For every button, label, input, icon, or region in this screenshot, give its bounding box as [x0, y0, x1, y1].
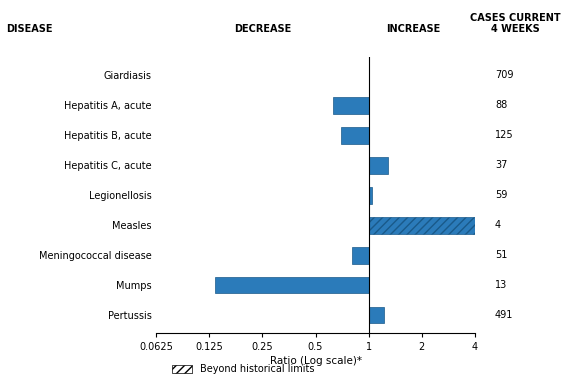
Bar	[369, 187, 372, 204]
Text: CASES CURRENT
4 WEEKS: CASES CURRENT 4 WEEKS	[470, 13, 560, 34]
Text: 37: 37	[495, 160, 507, 170]
Text: 13: 13	[495, 280, 507, 290]
Bar	[369, 217, 475, 234]
Bar	[215, 277, 369, 293]
Legend: Beyond historical limits: Beyond historical limits	[173, 364, 314, 374]
X-axis label: Ratio (Log scale)*: Ratio (Log scale)*	[270, 357, 361, 367]
Text: DECREASE: DECREASE	[234, 25, 291, 34]
Bar	[334, 97, 369, 114]
Bar	[351, 247, 369, 264]
Text: 59: 59	[495, 190, 507, 200]
Bar	[341, 127, 369, 144]
Text: 709: 709	[495, 70, 514, 80]
Text: DISEASE: DISEASE	[6, 25, 52, 34]
Bar	[369, 157, 387, 173]
Text: 4: 4	[495, 220, 501, 230]
Text: 125: 125	[495, 130, 514, 141]
Text: 491: 491	[495, 310, 514, 320]
Text: INCREASE: INCREASE	[387, 25, 441, 34]
Text: 51: 51	[495, 250, 507, 260]
Bar	[369, 307, 384, 324]
Text: 88: 88	[495, 100, 507, 110]
